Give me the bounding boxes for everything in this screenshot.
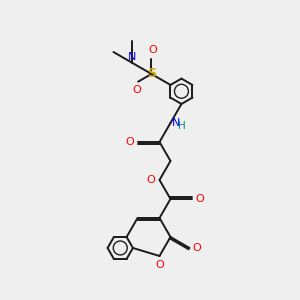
Text: O: O	[193, 243, 202, 253]
Text: H: H	[178, 121, 186, 131]
Text: N: N	[172, 118, 180, 128]
Text: N: N	[128, 52, 136, 62]
Text: O: O	[133, 85, 141, 95]
Text: O: O	[147, 175, 156, 185]
Text: O: O	[148, 45, 157, 55]
Text: O: O	[125, 137, 134, 147]
Text: O: O	[196, 194, 205, 204]
Text: O: O	[155, 260, 164, 270]
Text: S: S	[147, 68, 156, 80]
